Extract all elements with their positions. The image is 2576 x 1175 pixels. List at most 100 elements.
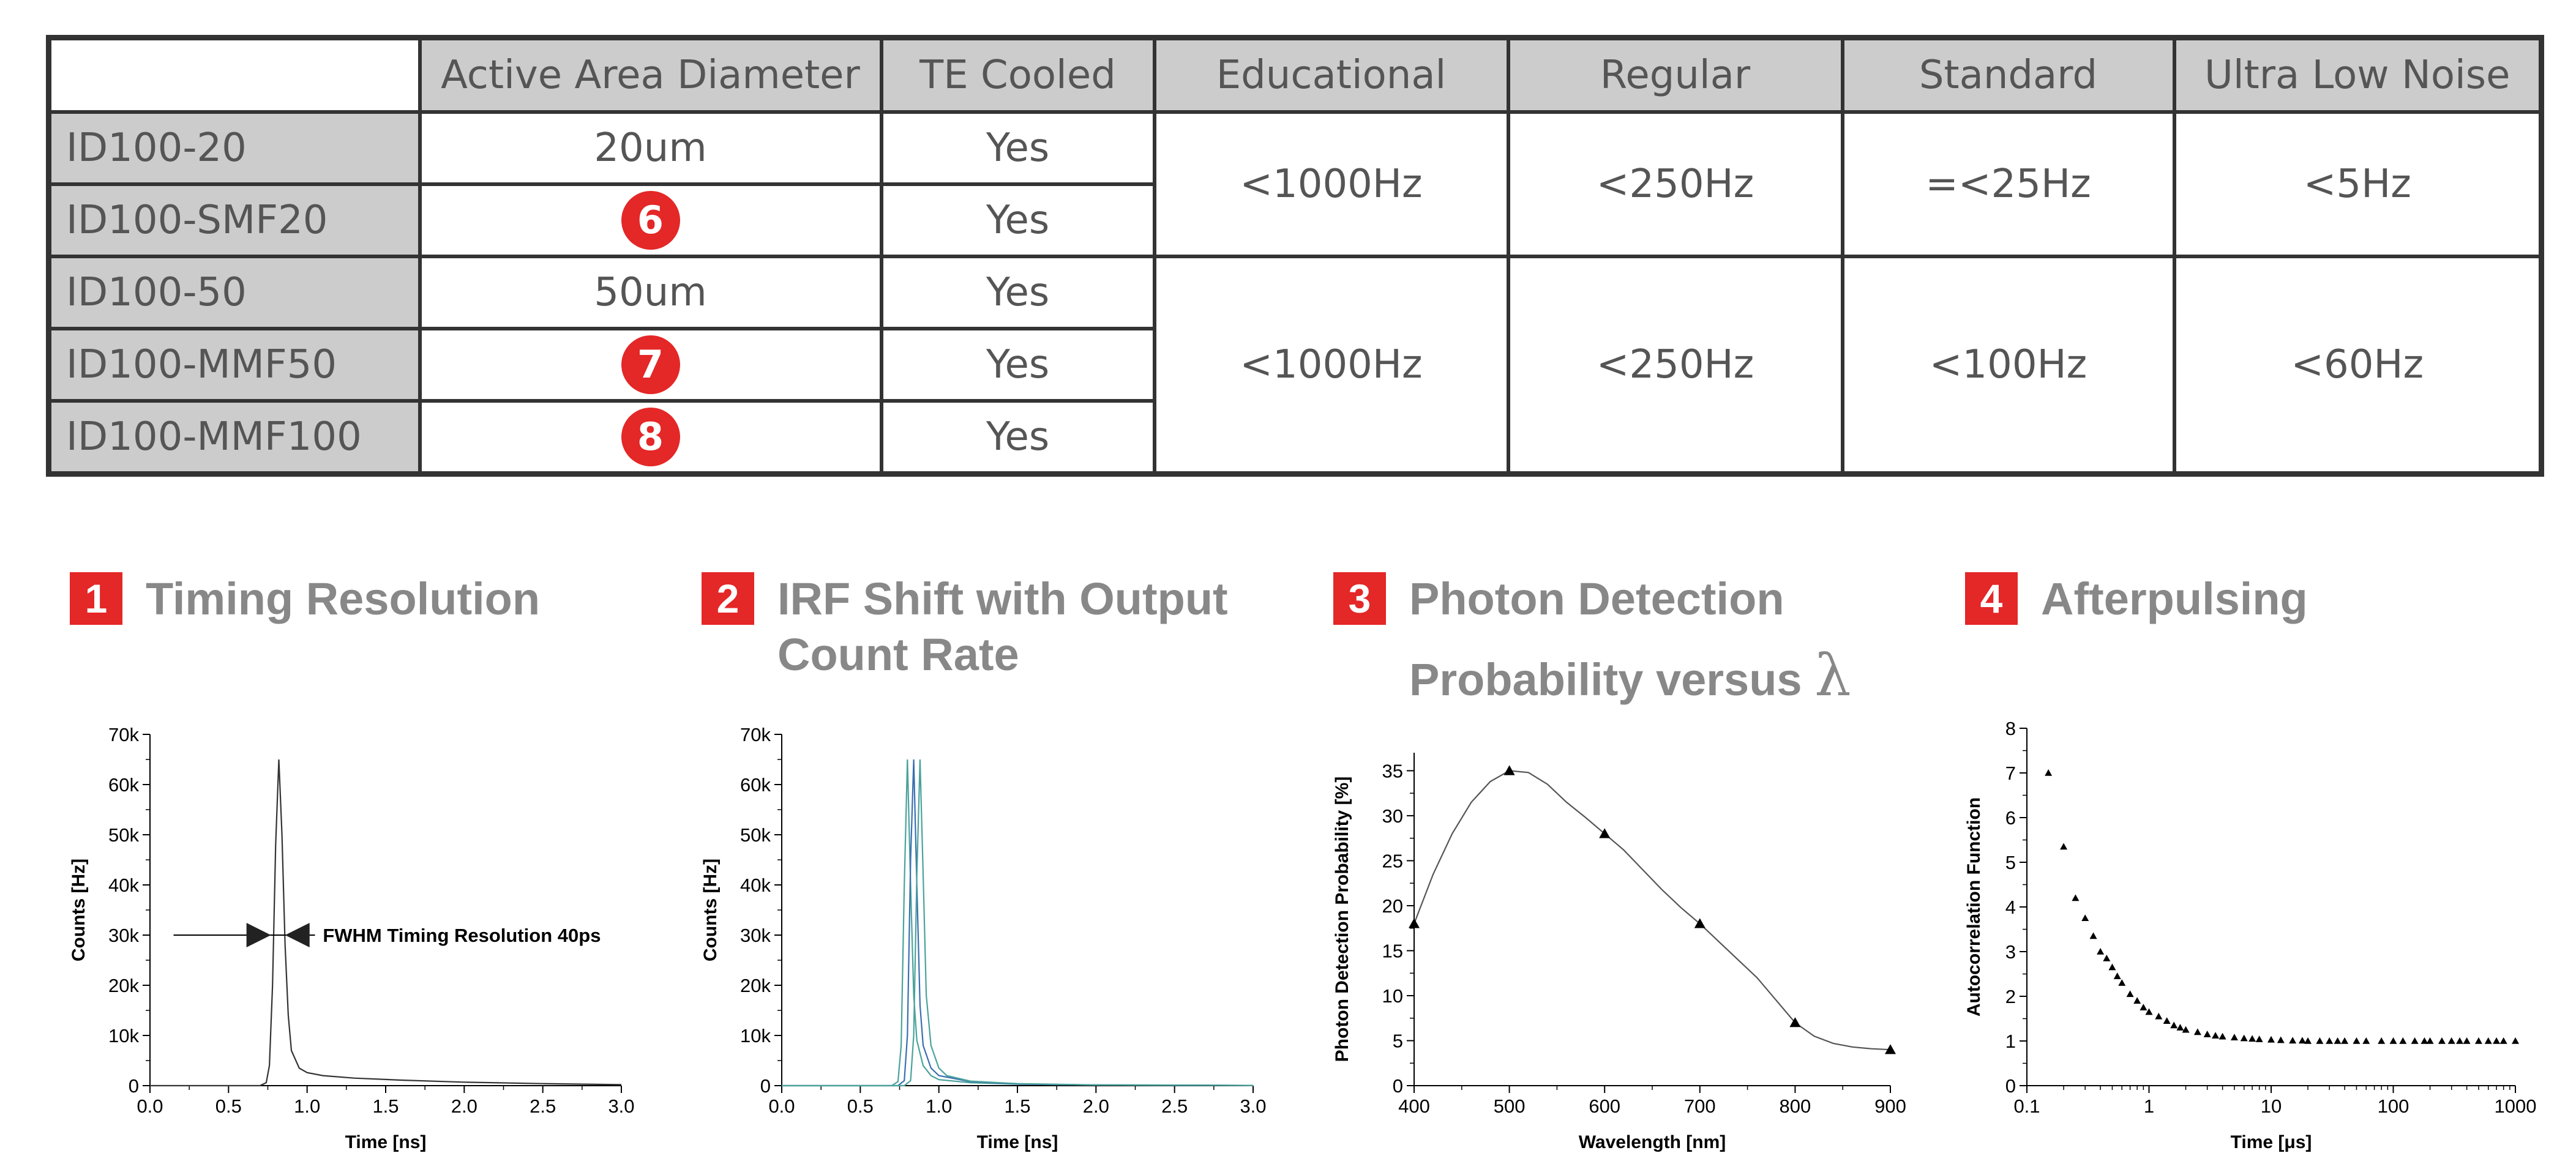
data-point	[2447, 1037, 2455, 1044]
ultra-low-noise-cell-b: <60Hz	[2172, 255, 2544, 476]
y-tick-label: 25	[1382, 850, 1403, 871]
educational-cell-b: <1000Hz	[1152, 255, 1510, 476]
data-point	[2353, 1037, 2361, 1044]
table-row: ID100-MMF50 7 Yes	[47, 327, 2542, 403]
x-tick-label: 3.0	[608, 1095, 634, 1117]
y-tick-label: 50k	[740, 824, 771, 846]
series-line-2	[782, 759, 1254, 1087]
x-tick-label: 900	[1874, 1095, 1906, 1117]
te-cooled-cell: Yes	[879, 327, 1156, 403]
x-tick-label: 1.5	[372, 1095, 399, 1117]
data-point	[2182, 1026, 2190, 1033]
data-point	[2304, 1037, 2312, 1044]
diameter-cell: 6	[417, 182, 883, 258]
spec-table: Active Area Diameter TE Cooled Education…	[46, 35, 2544, 477]
te-cooled-cell: Yes	[879, 255, 1156, 330]
x-tick-label: 2.0	[1083, 1095, 1109, 1117]
model-cell: ID100-MMF100	[47, 399, 422, 476]
table-row: ID100-20 20um Yes <1000Hz <250Hz =<25Hz …	[47, 110, 2544, 258]
model-cell: ID100-50	[47, 255, 422, 330]
data-point	[2484, 1037, 2492, 1044]
data-point	[2133, 997, 2141, 1004]
y-axis-title: Autocorrelation Function	[1964, 797, 1984, 1016]
ultra-low-noise-cell-a: <5Hz	[2172, 110, 2544, 258]
data-point	[2230, 1034, 2238, 1040]
data-point	[2334, 1037, 2342, 1044]
x-axis-title: Time [μs]	[2231, 1132, 2312, 1152]
diameter-cell: 50um	[417, 255, 883, 330]
data-point	[2155, 1012, 2163, 1020]
table-row: ID100-50 50um Yes <1000Hz <250Hz <100Hz …	[47, 255, 2544, 476]
y-tick-label: 0	[1393, 1075, 1403, 1097]
x-tick-label: 0.0	[137, 1095, 163, 1117]
data-point	[2421, 1037, 2428, 1044]
data-point	[2463, 1037, 2471, 1044]
data-point	[2341, 1037, 2349, 1044]
data-point	[2378, 1037, 2386, 1044]
y-axis-title: Counts [Hz]	[700, 859, 721, 961]
panel-3-title-line-1: Photon Detection	[1409, 573, 1784, 624]
data-point	[2203, 1031, 2211, 1037]
afterpulsing-chart: 0.1 1 10 100 1000 0 1 2 3 4 5 6 7 8 Time [μs] Autocorre…	[1964, 718, 2536, 1152]
x-tick-label: 3.0	[1240, 1095, 1266, 1117]
fwhm-annotation-label: FWHM Timing Resolution 40ps	[323, 925, 601, 946]
data-point	[2176, 1024, 2184, 1031]
y-tick-label: 5	[1393, 1030, 1403, 1051]
x-axis-title: Wavelength [nm]	[1579, 1132, 1726, 1152]
header-regular: Regular	[1506, 35, 1844, 114]
data-point	[2267, 1035, 2275, 1043]
data-point	[2097, 948, 2105, 955]
y-tick-label: 70k	[108, 724, 139, 745]
panel-1-title: Timing Resolution	[146, 573, 541, 624]
model-cell: ID100-20	[47, 110, 422, 186]
diameter-cell: 8	[417, 399, 883, 476]
y-tick-label: 10	[1382, 985, 1403, 1007]
data-point	[2045, 769, 2053, 776]
data-point	[2289, 1037, 2297, 1044]
data-point	[2140, 1004, 2147, 1011]
data-point	[2499, 1037, 2507, 1044]
standard-cell-a: =<25Hz	[1840, 110, 2176, 258]
data-point	[2326, 1037, 2334, 1044]
y-tick-label: 20k	[108, 975, 139, 996]
x-tick-label: 0.0	[768, 1095, 795, 1117]
data-marker	[1409, 918, 1420, 928]
x-tick-label: 2.5	[1161, 1095, 1188, 1117]
panel-4-title: Afterpulsing	[2041, 573, 2308, 624]
x-tick-label: 0.1	[2013, 1095, 2040, 1117]
x-tick-label: 500	[1494, 1095, 1526, 1117]
data-point	[2426, 1037, 2434, 1044]
data-point	[2362, 1037, 2370, 1044]
table-row: ID100-MMF100 8 Yes	[47, 399, 2542, 476]
panel-2-title-line-1: IRF Shift with Output	[777, 573, 1228, 624]
y-tick-label: 0	[760, 1075, 771, 1097]
data-point	[2212, 1032, 2220, 1039]
data-marker	[1789, 1017, 1801, 1028]
panel-4-number-badge: 4	[1965, 572, 2018, 625]
data-point	[2512, 1037, 2519, 1044]
data-marker	[1599, 828, 1611, 838]
x-tick-label: 100	[2378, 1095, 2409, 1117]
irf-shift-chart: 0.0 0.5 1.0 1.5 2.0 2.5 3.0 0 10k 20k 30k 40k 50k 60k…	[700, 724, 1267, 1152]
y-tick-label: 7	[2005, 763, 2016, 784]
data-point	[2126, 990, 2134, 998]
data-point	[2113, 972, 2121, 979]
y-tick-label: 30k	[108, 925, 139, 946]
y-tick-label: 35	[1382, 760, 1403, 781]
data-point	[2081, 914, 2089, 922]
data-point	[2103, 954, 2111, 961]
data-point	[2118, 979, 2126, 986]
data-point	[2145, 1008, 2153, 1015]
x-tick-label: 700	[1684, 1095, 1716, 1117]
te-cooled-cell: Yes	[879, 399, 1156, 476]
panel-2-title-line-2: Count Rate	[777, 629, 1019, 680]
y-tick-label: 60k	[108, 774, 139, 796]
header-active-area-diameter: Active Area Diameter	[417, 35, 883, 114]
data-point	[2255, 1035, 2263, 1042]
y-tick-label: 4	[2005, 897, 2016, 918]
series-line-1	[782, 759, 1254, 1087]
panel-3-title-text: Probability versus	[1409, 654, 1802, 705]
model-cell: ID100-SMF20	[47, 182, 422, 258]
x-tick-label: 600	[1589, 1095, 1620, 1117]
x-tick-label: 1.0	[926, 1095, 952, 1117]
